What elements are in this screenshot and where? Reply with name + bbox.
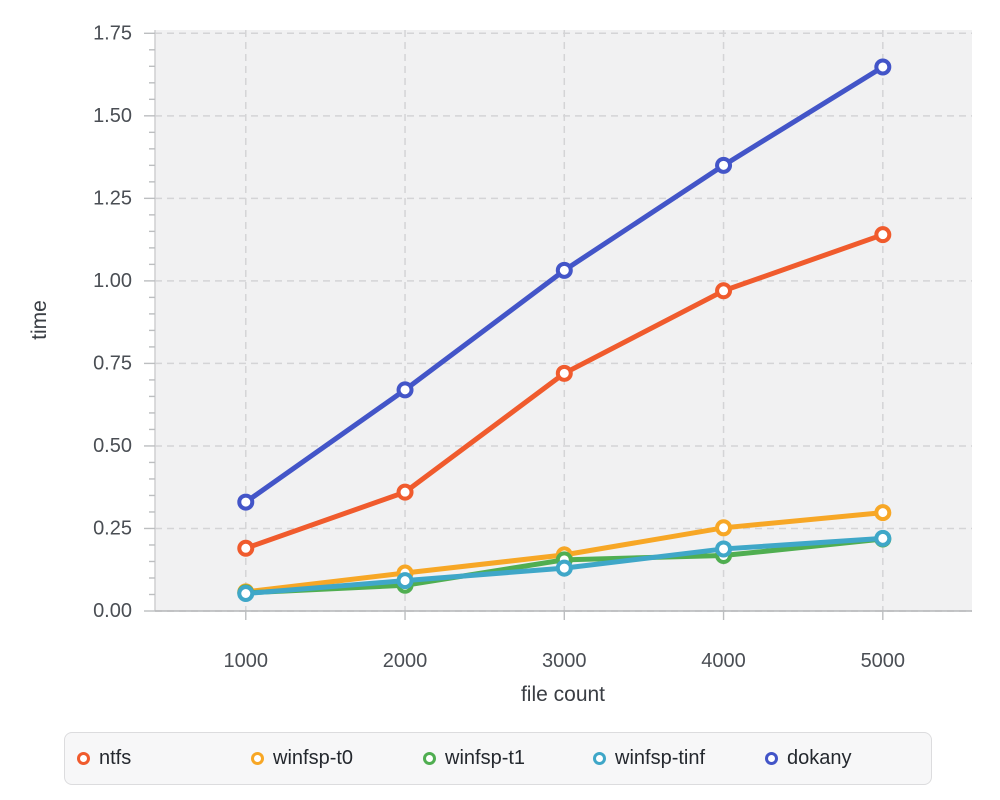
y-tick-label: 0.75 xyxy=(93,352,132,374)
data-point-winfsp-tinf xyxy=(555,559,573,577)
data-point-ntfs xyxy=(555,364,573,382)
data-point-winfsp-t0 xyxy=(715,519,733,537)
legend-item-dokany: dokany xyxy=(765,733,852,784)
legend-label: winfsp-t1 xyxy=(445,747,526,769)
data-point-winfsp-tinf xyxy=(237,585,255,603)
data-point-ntfs xyxy=(874,226,892,244)
data-point-dokany xyxy=(396,381,414,399)
legend-marker-icon xyxy=(765,752,778,765)
data-point-dokany xyxy=(555,261,573,279)
y-tick-label: 1.25 xyxy=(93,187,132,209)
legend: ntfs winfsp-t0 winfsp-t1 winfsp-tinf dokany xyxy=(64,732,932,785)
y-tick-label: 1.75 xyxy=(93,22,132,44)
legend-item-winfsp-tinf: winfsp-tinf xyxy=(593,733,705,784)
x-tick-label: 1000 xyxy=(224,650,269,672)
legend-label: winfsp-t0 xyxy=(273,747,354,769)
data-point-ntfs xyxy=(396,483,414,501)
x-tick-label: 5000 xyxy=(861,650,906,672)
data-point-winfsp-tinf xyxy=(874,529,892,547)
y-tick-label: 1.00 xyxy=(93,270,132,292)
x-axis-label: file count xyxy=(521,683,605,706)
plot-area xyxy=(155,30,972,611)
legend-marker-icon xyxy=(593,752,606,765)
data-point-ntfs xyxy=(237,539,255,557)
x-tick-label: 3000 xyxy=(542,650,587,672)
x-tick-label: 4000 xyxy=(701,650,746,672)
legend-marker-icon xyxy=(77,752,90,765)
legend-label: ntfs xyxy=(99,747,132,769)
data-point-winfsp-tinf xyxy=(715,540,733,558)
data-point-winfsp-t0 xyxy=(874,504,892,522)
line-chart: 0.00 0.25 0.50 0.75 1.00 1.25 1.50 1.75 1000 2000… xyxy=(28,22,972,706)
legend-label: dokany xyxy=(787,747,852,769)
y-axis-label: time xyxy=(28,300,51,340)
legend-item-ntfs: ntfs xyxy=(77,733,131,784)
data-point-dokany xyxy=(715,156,733,174)
legend-item-winfsp-t0: winfsp-t0 xyxy=(251,733,353,784)
data-point-ntfs xyxy=(715,282,733,300)
y-tick-label: 0.00 xyxy=(93,600,132,622)
legend-item-winfsp-t1: winfsp-t1 xyxy=(423,733,525,784)
data-point-winfsp-tinf xyxy=(396,572,414,590)
y-tick-label: 0.25 xyxy=(93,517,132,539)
data-point-dokany xyxy=(874,58,892,76)
legend-marker-icon xyxy=(423,752,436,765)
x-tick-label: 2000 xyxy=(383,650,428,672)
legend-label: winfsp-tinf xyxy=(615,747,706,769)
data-point-dokany xyxy=(237,493,255,511)
y-tick-label: 0.50 xyxy=(93,435,132,457)
y-tick-label: 1.50 xyxy=(93,105,132,127)
legend-marker-icon xyxy=(251,752,264,765)
